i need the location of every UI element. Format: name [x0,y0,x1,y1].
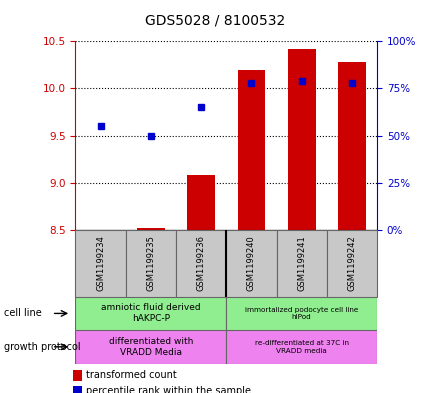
Text: GDS5028 / 8100532: GDS5028 / 8100532 [145,14,285,28]
Bar [175,230,226,297]
Text: percentile rank within the sample: percentile rank within the sample [86,386,251,393]
Bar [187,175,215,230]
Text: GSM1199236: GSM1199236 [196,235,205,291]
Text: growth protocol: growth protocol [4,342,81,352]
Text: GSM1199235: GSM1199235 [146,235,155,291]
Bar [326,230,376,297]
Text: immortalized podocyte cell line
hIPod: immortalized podocyte cell line hIPod [244,307,358,320]
Bar [72,386,81,393]
Bar [75,230,126,297]
Bar [75,330,226,364]
Text: GSM1199242: GSM1199242 [347,235,356,291]
Bar [226,330,376,364]
Bar [338,62,365,230]
Text: GSM1199234: GSM1199234 [96,235,105,291]
Bar [75,297,226,330]
Text: cell line: cell line [4,309,42,318]
Bar [237,70,264,230]
Bar [287,49,315,230]
Text: differentiated with
VRADD Media: differentiated with VRADD Media [108,337,193,357]
Bar [137,228,164,230]
Bar [226,297,376,330]
Text: transformed count: transformed count [86,370,177,380]
Text: amniotic fluid derived
hAKPC-P: amniotic fluid derived hAKPC-P [101,303,200,323]
Text: GSM1199241: GSM1199241 [297,235,305,291]
Bar [276,230,326,297]
Bar [126,230,175,297]
Text: re-differentiated at 37C in
VRADD media: re-differentiated at 37C in VRADD media [254,340,348,354]
Bar [72,370,81,381]
Text: GSM1199240: GSM1199240 [246,235,255,291]
Bar [226,230,276,297]
